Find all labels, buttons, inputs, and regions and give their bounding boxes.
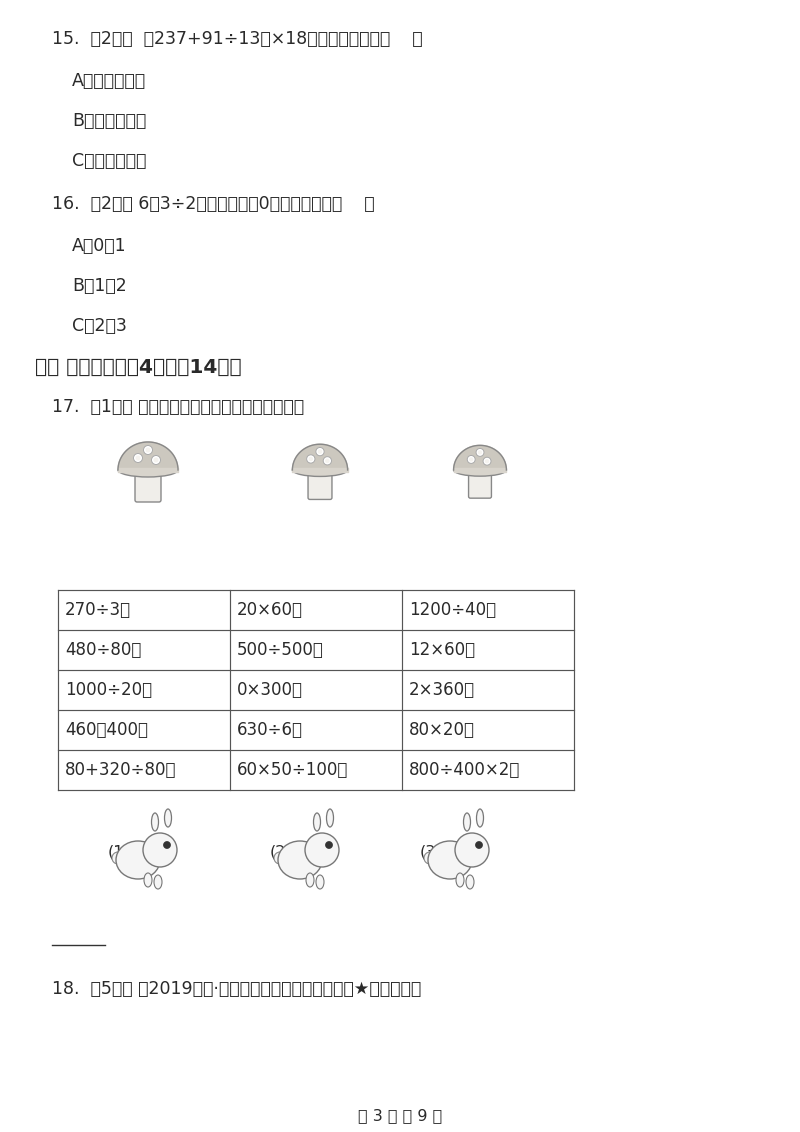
Circle shape — [306, 455, 315, 463]
Text: B．除、加、乘: B．除、加、乘 — [72, 112, 146, 130]
Ellipse shape — [144, 873, 152, 887]
Text: 17.  （1分） 看谁先吃到蘑菇（从下往上填写）。: 17. （1分） 看谁先吃到蘑菇（从下往上填写）。 — [52, 398, 304, 415]
Text: 80+320÷80＝: 80+320÷80＝ — [65, 761, 177, 779]
Ellipse shape — [116, 841, 160, 880]
Text: 16.  （2分） 6口3÷2要使商中间有0，口里可以填（    ）: 16. （2分） 6口3÷2要使商中间有0，口里可以填（ ） — [52, 195, 374, 213]
Text: (3): (3) — [420, 844, 442, 859]
Text: 1000÷20＝: 1000÷20＝ — [65, 681, 152, 698]
Ellipse shape — [118, 463, 178, 477]
Circle shape — [478, 451, 482, 455]
Ellipse shape — [466, 875, 474, 889]
Text: 60×50÷100＝: 60×50÷100＝ — [237, 761, 348, 779]
Text: A．0或1: A．0或1 — [72, 237, 126, 255]
Circle shape — [483, 457, 491, 465]
Circle shape — [305, 833, 339, 867]
Circle shape — [318, 449, 322, 454]
Text: C．除、乘、加: C．除、乘、加 — [72, 152, 146, 170]
Circle shape — [323, 456, 331, 465]
Circle shape — [163, 841, 170, 849]
Text: 20×60＝: 20×60＝ — [237, 601, 303, 619]
FancyBboxPatch shape — [308, 469, 332, 499]
Ellipse shape — [454, 464, 506, 477]
Polygon shape — [118, 441, 178, 470]
Text: 630÷6＝: 630÷6＝ — [237, 721, 303, 739]
Text: 第 3 页 八 9 页: 第 3 页 八 9 页 — [358, 1108, 442, 1123]
Ellipse shape — [278, 841, 322, 880]
Circle shape — [134, 454, 142, 463]
Text: (1): (1) — [108, 844, 130, 859]
Ellipse shape — [456, 873, 464, 887]
Ellipse shape — [165, 809, 171, 827]
Circle shape — [135, 455, 141, 461]
Text: 80×20＝: 80×20＝ — [409, 721, 475, 739]
Text: (2): (2) — [270, 844, 293, 859]
Text: 800÷400×2＝: 800÷400×2＝ — [409, 761, 520, 779]
Text: 500÷500＝: 500÷500＝ — [237, 641, 324, 659]
Text: 480÷80＝: 480÷80＝ — [65, 641, 142, 659]
Circle shape — [146, 447, 150, 453]
Ellipse shape — [306, 873, 314, 887]
Circle shape — [143, 446, 153, 455]
Text: A．加、除、乘: A．加、除、乘 — [72, 72, 146, 91]
Ellipse shape — [293, 464, 348, 477]
Text: 0×300＝: 0×300＝ — [237, 681, 303, 698]
Circle shape — [143, 833, 177, 867]
Text: B．1或2: B．1或2 — [72, 277, 126, 295]
Ellipse shape — [477, 809, 483, 827]
Circle shape — [476, 448, 484, 456]
FancyBboxPatch shape — [135, 468, 161, 501]
Text: C．2或3: C．2或3 — [72, 317, 127, 335]
Text: 12×60＝: 12×60＝ — [409, 641, 475, 659]
FancyBboxPatch shape — [469, 469, 491, 498]
Circle shape — [154, 457, 158, 463]
Ellipse shape — [151, 813, 158, 831]
Circle shape — [485, 458, 490, 463]
Circle shape — [475, 841, 482, 849]
Circle shape — [112, 852, 124, 864]
Circle shape — [469, 457, 474, 462]
Circle shape — [467, 455, 475, 463]
Text: 2×360＝: 2×360＝ — [409, 681, 475, 698]
Circle shape — [424, 852, 436, 864]
Ellipse shape — [154, 875, 162, 889]
Circle shape — [274, 852, 286, 864]
Text: 15.  （2分）  （237+91÷13）×18的运算顺序是。（    ）: 15. （2分） （237+91÷13）×18的运算顺序是。（ ） — [52, 31, 422, 48]
Circle shape — [316, 447, 324, 456]
Ellipse shape — [428, 841, 472, 880]
Polygon shape — [454, 445, 506, 470]
Circle shape — [151, 455, 161, 464]
Text: 1200÷40＝: 1200÷40＝ — [409, 601, 496, 619]
Circle shape — [325, 458, 330, 463]
Ellipse shape — [314, 813, 321, 831]
Text: 四、 我会算。（共4题；共14分）: 四、 我会算。（共4题；共14分） — [35, 358, 242, 377]
Circle shape — [455, 833, 489, 867]
Circle shape — [326, 841, 333, 849]
Ellipse shape — [326, 809, 334, 827]
Text: 460－400＝: 460－400＝ — [65, 721, 148, 739]
Polygon shape — [293, 444, 348, 470]
Text: 270÷3＝: 270÷3＝ — [65, 601, 131, 619]
Text: 18.  （5分） （2019四上·余杯期末）列竖式计算。（打★的要验算）: 18. （5分） （2019四上·余杯期末）列竖式计算。（打★的要验算） — [52, 980, 422, 998]
Circle shape — [309, 456, 313, 461]
Ellipse shape — [316, 875, 324, 889]
Ellipse shape — [463, 813, 470, 831]
